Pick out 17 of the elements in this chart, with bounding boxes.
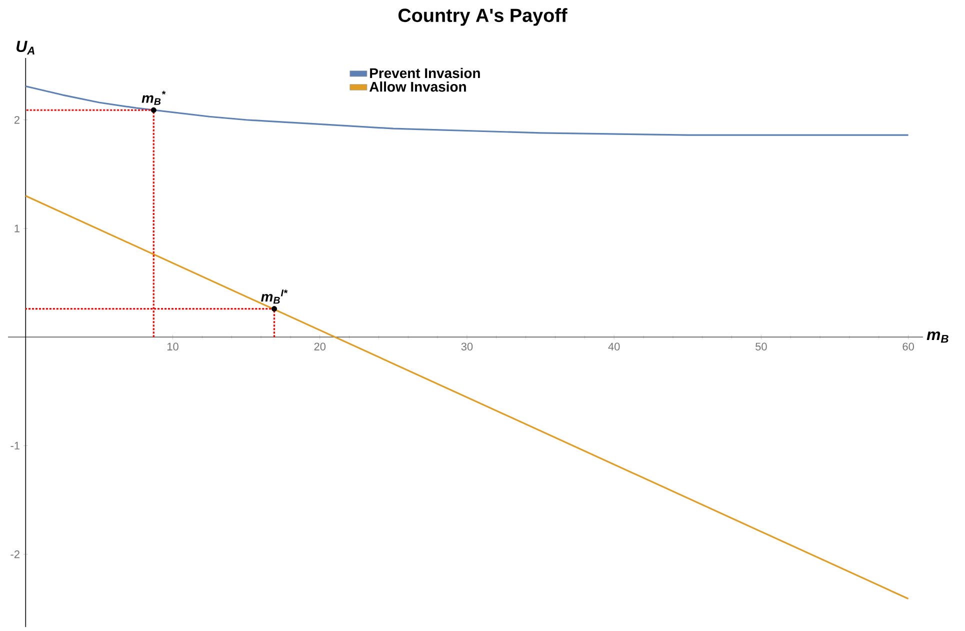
annotation: m$_{B}$*: [142, 90, 166, 105]
y-tick-label: -2: [10, 550, 20, 558]
y-axis-title: U$_{A}$: [16, 40, 34, 54]
annotation: m$_{B}$I*: [261, 290, 288, 304]
x-tick-label: 40: [608, 342, 620, 350]
y-tick-label: 2: [14, 116, 20, 124]
x-tick-label: 10: [167, 342, 178, 350]
x-tick-label: 30: [461, 342, 473, 350]
legend-label: Allow Invasion: [369, 81, 466, 92]
y-tick-label: 1: [14, 224, 20, 232]
x-tick-label: 50: [756, 342, 767, 350]
y-tick-label: -1: [10, 442, 20, 450]
x-tick-label: 60: [902, 342, 914, 350]
chart-title: Country A's Payoff: [398, 8, 568, 26]
legend-label: Prevent Invasion: [370, 68, 480, 78]
x-axis-title: m$_{B}$: [926, 331, 948, 343]
x-tick-label: 20: [314, 342, 326, 350]
